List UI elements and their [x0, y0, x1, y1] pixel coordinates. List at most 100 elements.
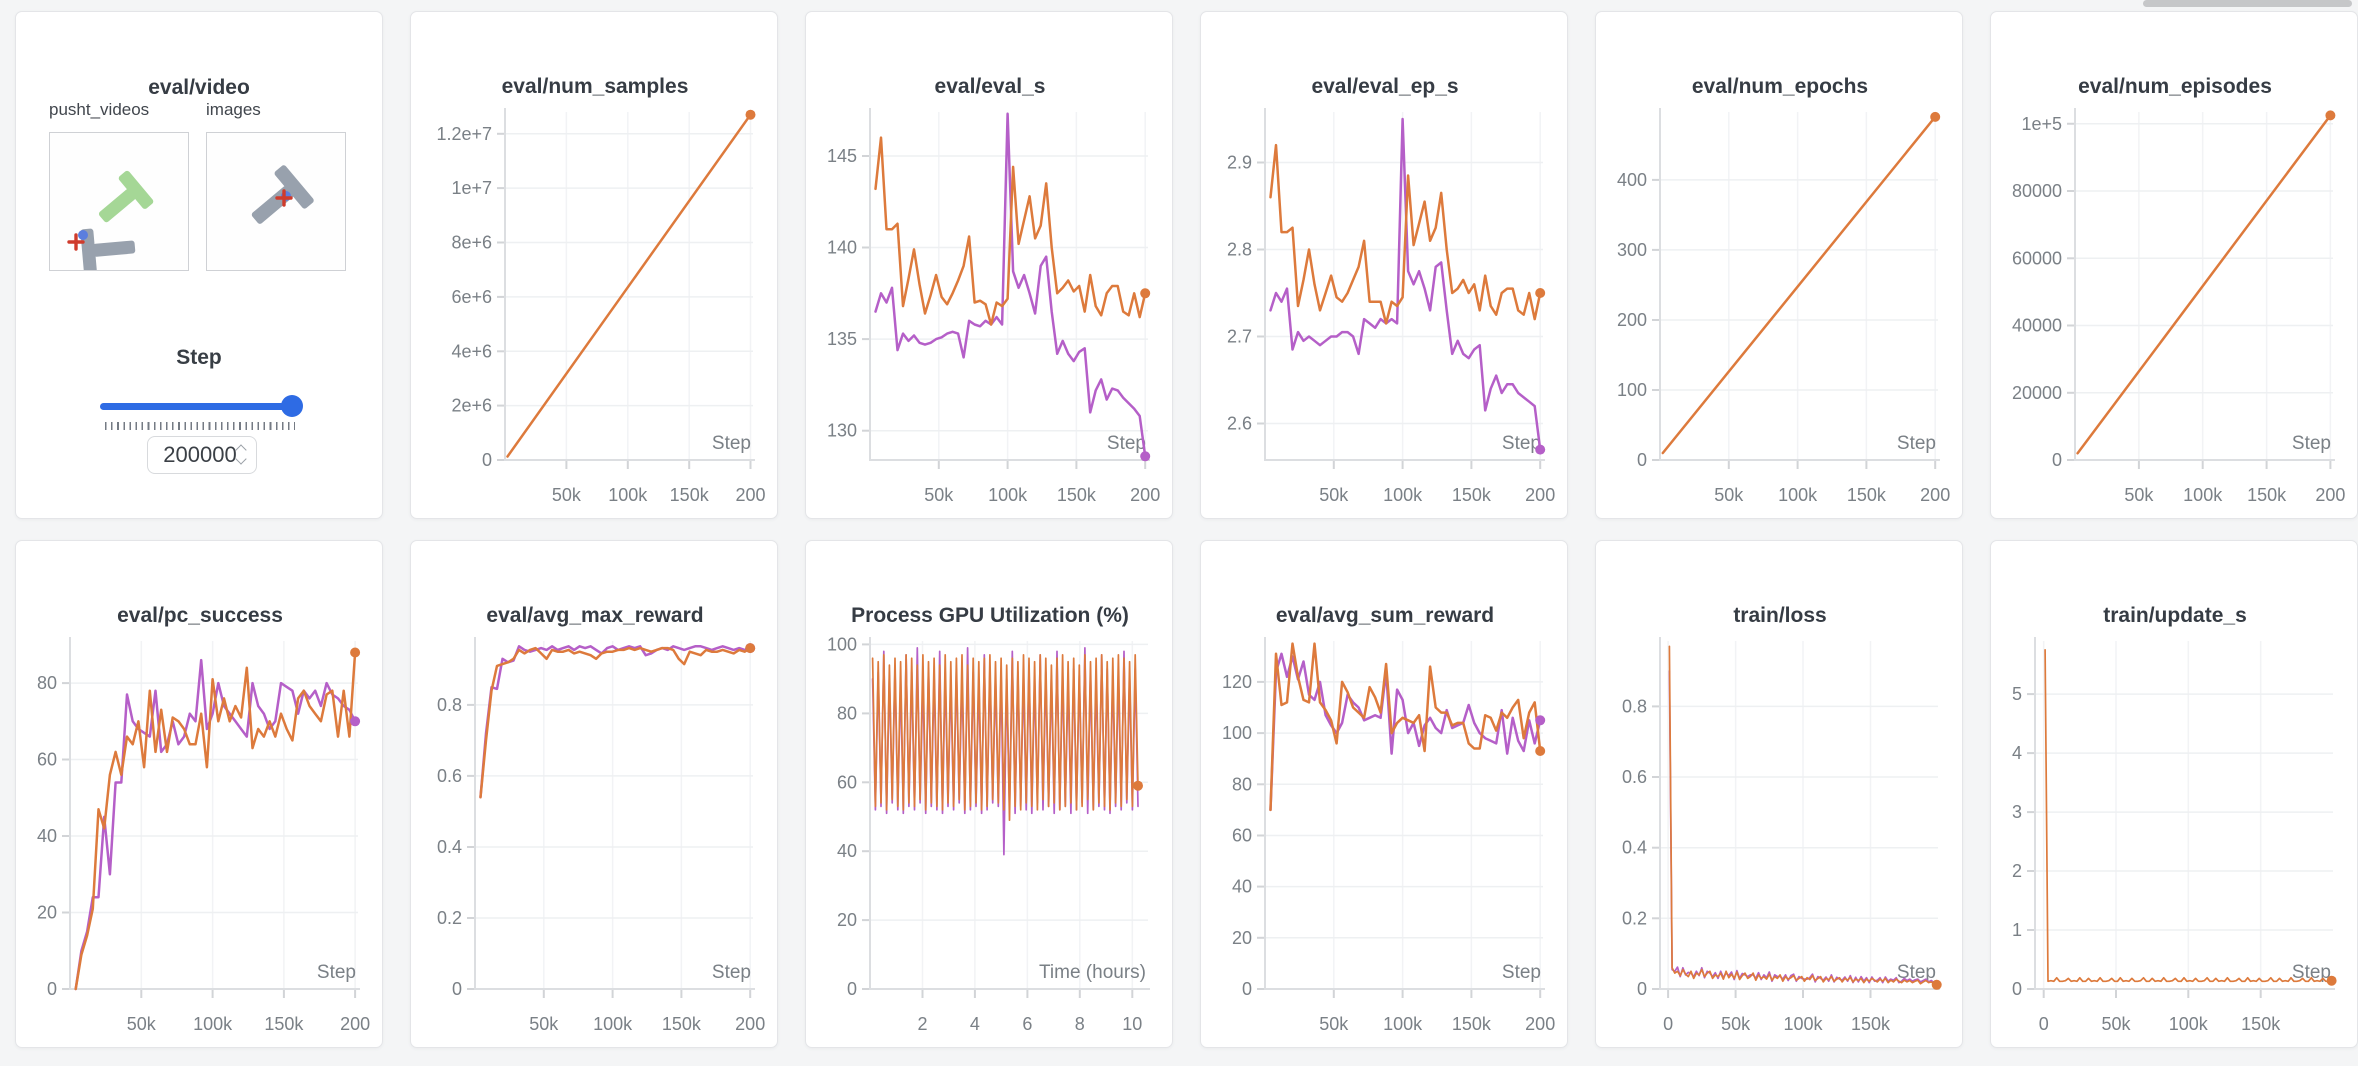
- svg-text:0: 0: [2012, 979, 2022, 999]
- step-slider[interactable]: [100, 394, 303, 418]
- svg-text:0.8: 0.8: [1622, 696, 1647, 716]
- svg-text:Step: Step: [1502, 962, 1541, 983]
- svg-text:2.6: 2.6: [1227, 414, 1252, 434]
- svg-text:Step: Step: [1107, 433, 1146, 454]
- svg-text:150k: 150k: [1452, 1014, 1492, 1034]
- svg-text:100k: 100k: [593, 1014, 633, 1034]
- chart-svg: 0 20000 40000 60000 80000 1e+5 50k 100k 150k 200 S…: [2012, 75, 2345, 505]
- svg-text:4: 4: [970, 1014, 980, 1034]
- svg-text:1: 1: [2012, 920, 2022, 940]
- svg-text:0.4: 0.4: [1622, 838, 1647, 858]
- svg-text:0: 0: [2052, 450, 2062, 470]
- step-slider-label: Step: [176, 346, 222, 369]
- svg-text:80000: 80000: [2012, 181, 2062, 201]
- step-input[interactable]: [147, 436, 257, 474]
- svg-text:0.2: 0.2: [437, 908, 462, 928]
- images-thumbnail[interactable]: [206, 132, 346, 271]
- svg-text:50k: 50k: [1721, 1014, 1751, 1034]
- panel-train-loss[interactable]: 0 0.2 0.4 0.6 0.8 0 50k 100k 150k Step train/loss: [1595, 540, 1963, 1048]
- svg-text:200: 200: [1617, 310, 1647, 330]
- media-label-pusht-videos: pusht_videos: [49, 100, 150, 119]
- spinner-down-icon[interactable]: [235, 453, 247, 465]
- panel-eval-num-samples[interactable]: 0 2e+6 4e+6 6e+6 8e+6 1e+7 1.2e+7 50k 100k 150k 20…: [410, 11, 778, 519]
- svg-text:eval/num_episodes: eval/num_episodes: [2078, 75, 2272, 98]
- svg-text:60: 60: [37, 750, 57, 770]
- svg-text:100: 100: [827, 634, 857, 654]
- svg-text:50k: 50k: [924, 485, 954, 505]
- video-panel-title: eval/video: [148, 76, 250, 99]
- svg-text:40: 40: [1232, 877, 1252, 897]
- svg-text:0: 0: [452, 979, 462, 999]
- svg-text:100k: 100k: [1783, 1014, 1823, 1034]
- step-spinner[interactable]: [235, 443, 247, 469]
- svg-text:Time (hours): Time (hours): [1039, 962, 1146, 983]
- svg-text:1e+5: 1e+5: [2021, 114, 2062, 134]
- svg-text:Step: Step: [1897, 433, 1936, 454]
- svg-text:3: 3: [2012, 802, 2022, 822]
- svg-text:0: 0: [2039, 1014, 2049, 1034]
- green-t-block: [98, 170, 154, 223]
- svg-text:100k: 100k: [988, 485, 1028, 505]
- svg-text:2: 2: [2012, 861, 2022, 881]
- svg-text:150k: 150k: [1452, 485, 1492, 505]
- svg-text:20: 20: [837, 910, 857, 930]
- pusht-video-preview: [67, 170, 154, 270]
- svg-text:0: 0: [1637, 979, 1647, 999]
- panel-eval-avg-max-reward[interactable]: 0 0.2 0.4 0.6 0.8 50k 100k 150k 200 Step eval/avg_…: [410, 540, 778, 1048]
- panel-eval-eval-ep-s[interactable]: 2.6 2.7 2.8 2.9 50k 100k 150k 200 Step eval/eval_…: [1200, 11, 1568, 519]
- svg-text:40: 40: [37, 826, 57, 846]
- panel-train-update-s[interactable]: 0 1 2 3 4 5 0 50k 100k 150k Step train/update_s: [1990, 540, 2358, 1048]
- svg-text:100k: 100k: [2183, 485, 2223, 505]
- pusht-videos-thumbnail[interactable]: [49, 132, 189, 271]
- svg-text:80: 80: [837, 703, 857, 723]
- panel-eval-pc-success[interactable]: 0 20 40 60 80 50k 100k 150k 200 Step eval/pc_succe…: [15, 540, 383, 1048]
- svg-text:eval/eval_s: eval/eval_s: [935, 75, 1046, 98]
- svg-text:50k: 50k: [2101, 1014, 2131, 1034]
- svg-text:0.6: 0.6: [1622, 767, 1647, 787]
- svg-text:300: 300: [1617, 240, 1647, 260]
- panel-eval-num-epochs[interactable]: 0 100 200 300 400 50k 100k 150k 200 Step eval/num_…: [1595, 11, 1963, 519]
- svg-text:200: 200: [1920, 485, 1950, 505]
- svg-text:150k: 150k: [2241, 1014, 2281, 1034]
- svg-text:100k: 100k: [2169, 1014, 2209, 1034]
- svg-text:50k: 50k: [552, 485, 582, 505]
- svg-text:150k: 150k: [1847, 485, 1887, 505]
- svg-text:60: 60: [837, 772, 857, 792]
- panel-eval-eval-s[interactable]: 130 135 140 145 50k 100k 150k 200 Step eval/eval_…: [805, 11, 1173, 519]
- agent-dot: [78, 230, 88, 240]
- goal-cross-icon: [275, 189, 293, 207]
- svg-text:4e+6: 4e+6: [451, 341, 492, 361]
- svg-text:2e+6: 2e+6: [451, 396, 492, 416]
- svg-text:0.8: 0.8: [437, 695, 462, 715]
- svg-text:60: 60: [1232, 826, 1252, 846]
- horizontal-scrollbar-thumb[interactable]: [2143, 0, 2352, 7]
- panel-grid: eval/video pusht_videos images: [15, 11, 2358, 1048]
- slider-track[interactable]: [100, 403, 300, 410]
- svg-text:150k: 150k: [1851, 1014, 1891, 1034]
- chart-svg: 0 1 2 3 4 5 0 50k 100k 150k Step train/update_s: [2012, 604, 2337, 1034]
- chart-svg: 0 20 40 60 80 50k 100k 150k 200 Step eval/pc_succe…: [37, 604, 370, 1034]
- slider-thumb[interactable]: [281, 395, 303, 417]
- svg-text:eval/num_samples: eval/num_samples: [502, 75, 689, 98]
- chart-svg: 130 135 140 145 50k 100k 150k 200 Step eval/eval_…: [827, 75, 1160, 505]
- step-value-field[interactable]: [148, 437, 242, 473]
- svg-text:6: 6: [1022, 1014, 1032, 1034]
- svg-text:1e+7: 1e+7: [451, 178, 492, 198]
- svg-text:0: 0: [47, 979, 57, 999]
- svg-text:train/update_s: train/update_s: [2103, 604, 2247, 627]
- svg-text:Step: Step: [317, 962, 356, 983]
- panel-process-gpu-utilization[interactable]: 0 20 40 60 80 100 2 4 6 8 10 Time (hours) Process GP…: [805, 540, 1173, 1048]
- panel-eval-avg-sum-reward[interactable]: 0 20 40 60 80 100 120 50k 100k 150k 200 Step eval/av…: [1200, 540, 1568, 1048]
- panel-eval-num-episodes[interactable]: 0 20000 40000 60000 80000 1e+5 50k 100k 150k 200 S…: [1990, 11, 2358, 519]
- panel-eval-video: eval/video pusht_videos images: [15, 11, 383, 519]
- svg-text:2.9: 2.9: [1227, 153, 1252, 173]
- svg-text:200: 200: [1130, 485, 1160, 505]
- svg-text:20: 20: [37, 903, 57, 923]
- svg-text:6e+6: 6e+6: [451, 287, 492, 307]
- svg-text:0.4: 0.4: [437, 837, 462, 857]
- svg-text:Process GPU Utilization (%): Process GPU Utilization (%): [851, 604, 1129, 627]
- svg-text:2.8: 2.8: [1227, 240, 1252, 260]
- svg-text:8e+6: 8e+6: [451, 233, 492, 253]
- svg-text:130: 130: [827, 421, 857, 441]
- svg-text:200: 200: [1525, 1014, 1555, 1034]
